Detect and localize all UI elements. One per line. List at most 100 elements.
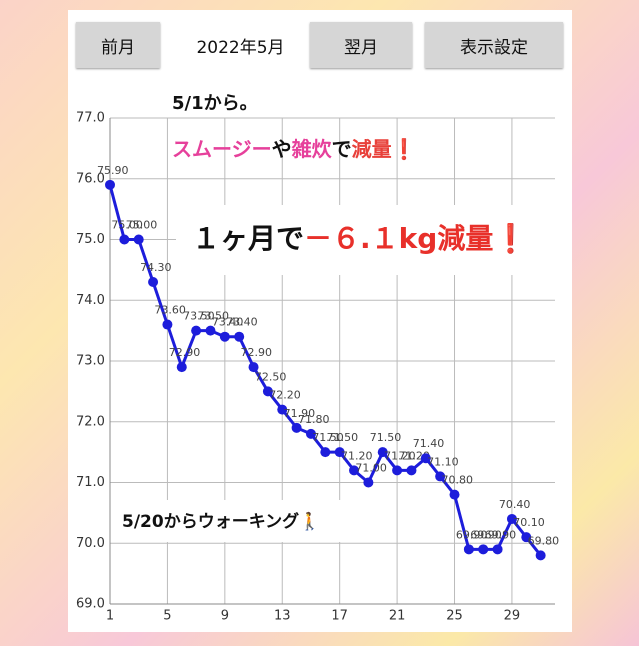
annotation-part: スムージー [172, 137, 272, 161]
data-point [377, 447, 388, 458]
data-point [119, 234, 130, 245]
data-point [334, 447, 345, 458]
y-tick-label: 70.0 [76, 536, 105, 551]
y-tick-label: 72.0 [76, 414, 105, 429]
data-label: 73.60 [154, 304, 186, 317]
data-point [105, 179, 115, 190]
x-tick-label: 5 [163, 609, 171, 624]
data-label: 73.50 [183, 310, 215, 323]
annotation-part: １ヶ月で [192, 222, 304, 255]
annotation-part: ❗ [493, 222, 528, 255]
data-point [349, 465, 360, 476]
data-point [305, 428, 316, 439]
annotation-box [114, 500, 364, 542]
y-tick-label: 75.0 [76, 232, 105, 247]
x-tick-label: 9 [221, 609, 229, 624]
data-label: 71.20 [384, 449, 416, 462]
data-label: 75.90 [97, 164, 129, 177]
data-point [363, 477, 374, 488]
data-label: 73.40 [226, 316, 258, 329]
data-label: 73.50 [197, 310, 229, 323]
annotation: 5/1から。 [172, 93, 258, 114]
data-point [262, 386, 273, 397]
data-label: 74.30 [140, 261, 172, 274]
data-point [506, 513, 517, 524]
data-point [291, 422, 302, 433]
data-point [535, 550, 546, 561]
data-label: 71.50 [312, 431, 344, 444]
x-tick-label: 21 [389, 609, 406, 624]
y-tick-label: 77.0 [76, 111, 105, 126]
annotation: １ヶ月で－６.１kg減量❗ [192, 222, 528, 255]
data-label: 71.00 [355, 462, 387, 475]
data-point [162, 319, 173, 330]
annotation: 5/20からウォーキング🚶 [122, 511, 320, 532]
annotation: スムージーや雑炊で減量❗ [172, 137, 417, 161]
x-tick-label: 17 [331, 609, 348, 624]
x-tick-label: 1 [106, 609, 114, 624]
data-label: 70.80 [442, 474, 474, 487]
data-point [234, 331, 245, 342]
data-point [406, 465, 417, 476]
data-label: 70.10 [513, 516, 545, 529]
data-label: 69.80 [528, 534, 560, 547]
data-label: 71.20 [341, 449, 373, 462]
data-label: 71.50 [327, 431, 359, 444]
data-point [478, 544, 489, 555]
annotation-part: で [332, 137, 352, 161]
data-label: 69.90 [456, 528, 488, 541]
x-tick-label: 13 [274, 609, 291, 624]
annotation-part: 5/1から。 [172, 93, 258, 114]
annotation-part: 雑炊 [291, 137, 333, 161]
data-label: 71.10 [427, 455, 459, 468]
data-point [392, 465, 403, 476]
x-tick-label: 25 [446, 609, 463, 624]
data-label: 71.80 [298, 413, 330, 426]
data-label: 75.00 [126, 219, 158, 232]
data-point [492, 544, 503, 555]
data-label: 71.90 [284, 407, 316, 420]
data-label: 69.90 [485, 528, 517, 541]
y-tick-label: 76.0 [76, 171, 105, 186]
data-label: 70.40 [499, 498, 531, 511]
data-point [205, 325, 216, 336]
data-label: 72.90 [169, 346, 201, 359]
data-point [133, 234, 144, 245]
data-point [420, 453, 431, 464]
data-point [277, 404, 288, 415]
data-label: 72.20 [269, 389, 301, 402]
y-tick-label: 74.0 [76, 293, 105, 308]
data-label: 69.90 [470, 528, 502, 541]
y-tick-label: 73.0 [76, 354, 105, 369]
data-point [248, 362, 259, 373]
data-point [176, 362, 187, 373]
annotation-part: －６.１kg減量 [304, 222, 493, 255]
data-point [449, 489, 460, 500]
prev-button[interactable]: 前月 [76, 22, 160, 68]
data-point [521, 532, 532, 543]
data-label: 71.40 [413, 437, 445, 450]
data-point [148, 277, 159, 288]
annotation-part: 5/20からウォーキング🚶 [122, 511, 320, 532]
data-label: 72.50 [255, 370, 287, 383]
next-button[interactable]: 翌月 [310, 22, 412, 68]
y-tick-label: 71.0 [76, 475, 105, 490]
data-label: 75.00 [111, 219, 142, 232]
data-point [463, 544, 474, 555]
data-label: 72.90 [241, 346, 273, 359]
month-label: 2022年5月 [196, 37, 285, 58]
annotation-part: や [272, 137, 292, 161]
data-label: 73.40 [212, 316, 244, 329]
data-point [191, 325, 202, 336]
x-tick-label: 29 [504, 609, 521, 624]
data-point [320, 447, 331, 458]
y-tick-label: 69.0 [76, 597, 105, 612]
annotation-part: 減量 [352, 137, 392, 161]
annotation-part: ❗ [392, 137, 417, 161]
data-point [435, 471, 446, 482]
data-point [219, 331, 230, 342]
data-label: 71.50 [370, 431, 402, 444]
settings-button[interactable]: 表示設定 [425, 22, 563, 68]
